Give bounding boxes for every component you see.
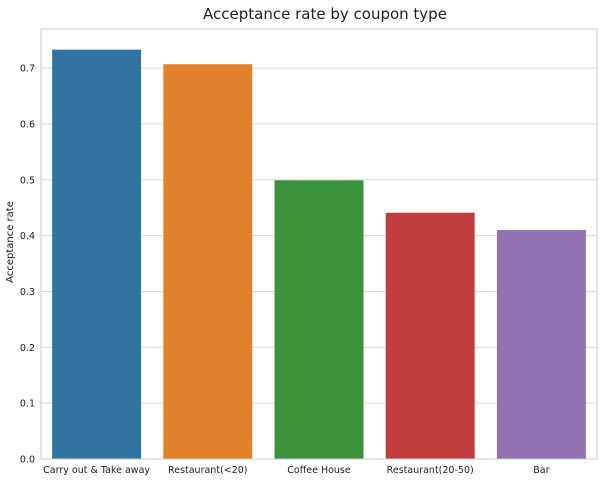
y-tick-label: 0.5 xyxy=(20,175,35,186)
y-tick-label: 0.2 xyxy=(20,343,35,354)
y-tick-label: 0.4 xyxy=(20,231,35,242)
y-axis-label: Acceptance rate xyxy=(5,201,16,283)
bar xyxy=(163,64,253,459)
plot-frame xyxy=(40,28,598,460)
x-tick-labels: Carry out & Take away Restaurant(<20) Coff… xyxy=(43,465,549,476)
spine-layer xyxy=(40,28,598,460)
y-tick-label: 0.7 xyxy=(20,64,35,75)
bar xyxy=(496,230,586,459)
x-tick-label: Restaurant(20-50) xyxy=(387,465,474,476)
bar xyxy=(274,180,364,460)
x-tick-label: Bar xyxy=(533,465,549,476)
bar xyxy=(385,212,475,459)
y-tick-label: 0.0 xyxy=(20,455,35,466)
x-tick-label: Restaurant(<20) xyxy=(168,465,247,476)
bar xyxy=(52,49,142,459)
y-tick-label: 0.6 xyxy=(20,119,35,130)
x-tick-label: Carry out & Take away xyxy=(43,465,150,476)
bar-layer xyxy=(52,49,586,460)
y-tick-labels: 0.0 0.1 0.2 0.3 0.4 0.5 0.6 0.7 xyxy=(20,64,35,466)
chart-title: Acceptance rate by coupon type xyxy=(203,5,447,23)
y-tick-label: 0.1 xyxy=(20,399,35,410)
y-tick-label: 0.3 xyxy=(20,287,35,298)
x-tick-label: Coffee House xyxy=(287,465,351,476)
